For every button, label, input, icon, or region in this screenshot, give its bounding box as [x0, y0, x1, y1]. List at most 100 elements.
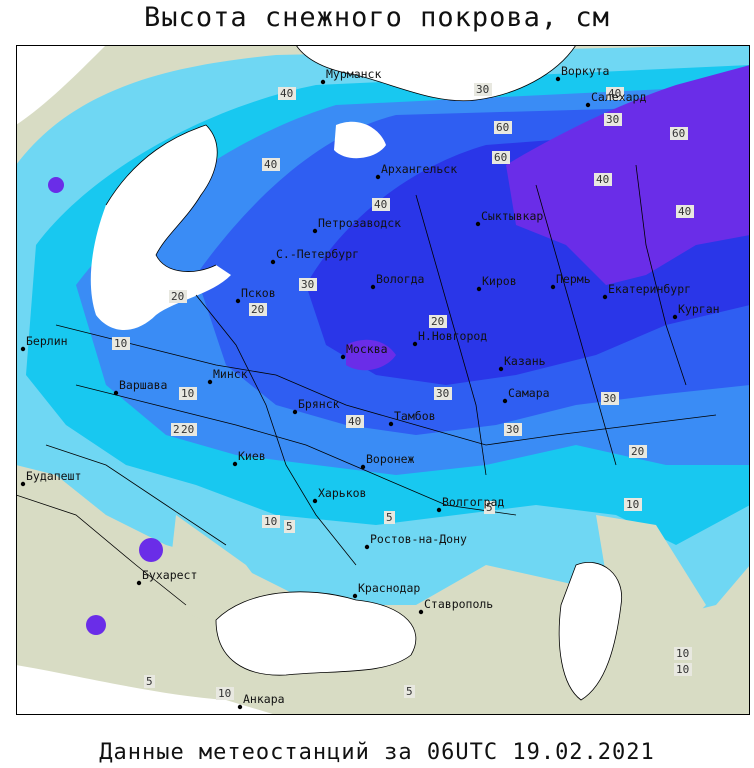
city-dot: [312, 498, 318, 504]
city-label: Тамбов: [394, 409, 436, 423]
snow-violet-spot: [346, 339, 396, 371]
city-marker: Краснодар: [352, 581, 420, 599]
city-label: Ростов-на-Дону: [370, 532, 467, 546]
contour-label-text: 5: [286, 520, 293, 533]
city-label: Псков: [241, 286, 276, 300]
contour-value-label: 60: [492, 151, 510, 164]
city-dot: [136, 580, 142, 586]
city-marker: Харьков: [312, 486, 366, 504]
city-label: Будапешт: [26, 469, 81, 483]
contour-label-bg: [604, 113, 622, 126]
contour-label-text: 10: [626, 498, 639, 511]
city-label: Курган: [678, 302, 720, 316]
city-label: Воркута: [561, 64, 609, 78]
contour-label-text: 40: [280, 87, 293, 100]
city-label: Екатеринбург: [608, 282, 691, 296]
city-dot: [475, 221, 481, 227]
city-dot: [207, 379, 213, 385]
contour-label-text: 40: [348, 415, 361, 428]
contour-label-text: 60: [672, 127, 685, 140]
contour-label-text: 60: [496, 121, 509, 134]
city-marker: Брянск: [292, 397, 340, 415]
contour-value-label: 10: [112, 337, 130, 350]
city-marker: Берлин: [20, 334, 68, 352]
city-marker: Курган: [672, 302, 720, 320]
black-sea: [216, 591, 416, 676]
city-dot: [388, 421, 394, 427]
contour-value-label: 5: [144, 675, 155, 688]
city-label: Казань: [504, 354, 546, 368]
city-label: Харьков: [318, 486, 366, 500]
city-marker: Петрозаводск: [312, 216, 401, 234]
contour-value-label: 40: [606, 87, 624, 100]
contour-label-text: 20: [251, 303, 264, 316]
city-label: Киев: [238, 449, 266, 463]
contour-value-label: 60: [670, 127, 688, 140]
contour-label-text: 20: [631, 445, 644, 458]
contour-label-text: 10: [181, 387, 194, 400]
city-label: Н.Новгород: [418, 329, 487, 343]
contour-value-label: 5: [384, 511, 395, 524]
snow-spot: [86, 615, 106, 635]
city-marker: Ростов-на-Дону: [364, 532, 467, 550]
contour-label-text: 30: [476, 83, 489, 96]
contour-label-bg: [494, 121, 512, 134]
city-dot: [476, 286, 482, 292]
city-dot: [235, 298, 241, 304]
city-label: Самара: [508, 386, 550, 400]
contour-label-bg: [179, 387, 197, 400]
city-label: Воронеж: [366, 452, 415, 466]
contour-value-label: 20: [179, 423, 197, 436]
city-dot: [364, 544, 370, 550]
contour-label-text: 10: [264, 515, 277, 528]
city-label: Волгоград: [442, 495, 504, 509]
city-dot: [555, 76, 561, 82]
contour-value-label: 20: [169, 290, 187, 303]
contour-label-text: 40: [678, 205, 691, 218]
city-dot: [340, 354, 346, 360]
contour-label-text: 20: [181, 423, 194, 436]
city-dot: [320, 79, 326, 85]
contour-label-bg: [474, 83, 492, 96]
contour-value-label: 10: [624, 498, 642, 511]
contour-value-label: 30: [604, 113, 622, 126]
north-sea: [16, 45, 106, 125]
contour-label-bg: [429, 315, 447, 328]
city-dot: [375, 174, 381, 180]
city-dot: [113, 390, 119, 396]
contour-value-label: 30: [504, 423, 522, 436]
barents-sea: [296, 45, 576, 101]
snow-depth-map: 40 30 40 60 40 60 40 40 60 40 30 20 20 30 10 20 40 30 20 30…: [16, 45, 750, 715]
contour-label-text: 30: [436, 387, 449, 400]
contour-label-bg: [492, 151, 510, 164]
contour-label-bg: [262, 515, 280, 528]
contour-value-label: 10: [216, 687, 234, 700]
city-marker: Минск: [207, 367, 248, 385]
city-label: Пермь: [556, 272, 591, 286]
city-label: Вологда: [376, 272, 424, 286]
contour-value-label: 30: [299, 278, 317, 291]
city-label: Сыктывкар: [481, 209, 543, 223]
city-label: Салехард: [591, 90, 646, 104]
contour-label-text: 5: [486, 501, 493, 514]
contour-label-bg: [384, 511, 395, 524]
contour-label-text: 40: [596, 173, 609, 186]
contour-label-text: 30: [606, 113, 619, 126]
city-dot: [502, 398, 508, 404]
contour-label-bg: [346, 415, 364, 428]
city-dot: [232, 461, 238, 467]
contour-label-text: 20: [171, 290, 184, 303]
contour-value-label: 60: [494, 121, 512, 134]
contour-value-label: 10: [262, 515, 280, 528]
city-marker: Вологда: [370, 272, 424, 290]
city-dot: [418, 609, 424, 615]
city-label: Москва: [346, 342, 388, 356]
city-dot: [270, 259, 276, 265]
snow-spot: [139, 538, 163, 562]
data-source-footer: Данные метеостанций за 06UTC 19.02.2021: [99, 740, 655, 765]
city-marker: Киев: [232, 449, 266, 467]
contour-label-bg: [112, 337, 130, 350]
contour-label-text: 5: [386, 511, 393, 524]
city-dot: [352, 593, 358, 599]
contour-label-bg: [262, 158, 280, 171]
